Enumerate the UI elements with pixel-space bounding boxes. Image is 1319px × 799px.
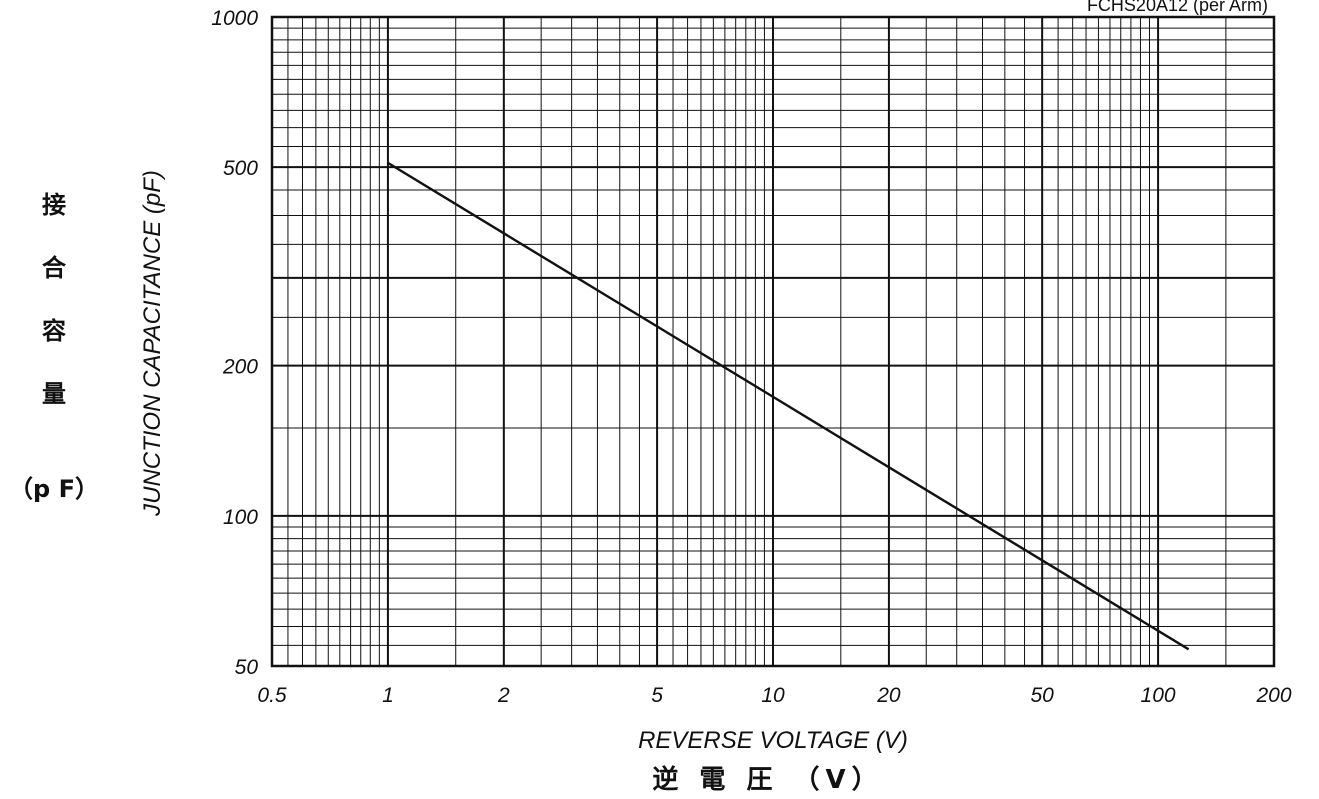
x-axis-label-jp: 逆 電 圧 （V） bbox=[652, 764, 883, 795]
x-tick-label: 200 bbox=[1255, 684, 1291, 707]
y-axis-label-jp-char: 量 bbox=[42, 380, 66, 408]
x-tick-label: 10 bbox=[761, 684, 785, 707]
x-tick-label: 5 bbox=[651, 684, 663, 707]
x-tick-label: 1 bbox=[382, 684, 394, 707]
x-axis-label: REVERSE VOLTAGE (V) bbox=[638, 727, 908, 754]
series-layer bbox=[387, 161, 1190, 651]
y-tick-labels: 50 100 200 500 1000 bbox=[211, 7, 258, 679]
plot-frame bbox=[270, 15, 1276, 668]
chart-title: FCHS20A12 (per Arm) bbox=[1087, 0, 1268, 15]
x-tick-labels: 0.5 1 2 5 10 20 50 100 200 bbox=[257, 684, 1291, 707]
x-tick-label: 50 bbox=[1030, 684, 1054, 707]
y-axis-label-jp-char: 合 bbox=[42, 254, 67, 282]
x-tick-label: 0.5 bbox=[257, 684, 287, 707]
y-tick-label: 200 bbox=[222, 356, 258, 379]
y-axis-label-jp-char: 容 bbox=[42, 317, 66, 345]
y-tick-label: 1000 bbox=[211, 7, 258, 30]
x-tick-label: 2 bbox=[497, 684, 510, 707]
major-grid bbox=[271, 16, 1275, 667]
capacitance-curve bbox=[387, 161, 1190, 651]
y-tick-label: 50 bbox=[235, 656, 259, 679]
y-tick-label: 100 bbox=[223, 506, 258, 529]
x-tick-label: 100 bbox=[1141, 684, 1176, 707]
y-axis-label-jp-unit: （p F） bbox=[9, 475, 99, 503]
y-axis-label-jp-char: 接 bbox=[42, 191, 66, 219]
x-tick-label: 20 bbox=[876, 684, 901, 707]
y-axis-label: JUNCTION CAPACITANCE (pF) bbox=[139, 170, 166, 517]
minor-grid bbox=[272, 17, 1274, 666]
y-tick-label: 500 bbox=[223, 157, 258, 180]
